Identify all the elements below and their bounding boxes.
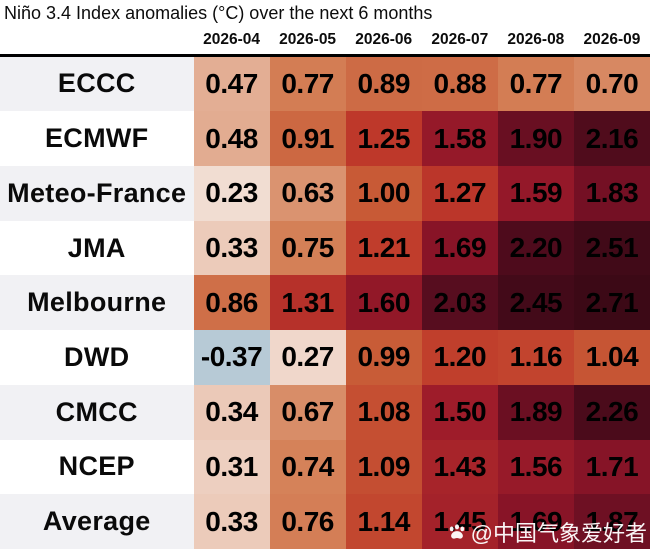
heatmap-cell-NCEP-2026-06: 1.09	[345, 439, 422, 495]
heatmap-cell-Melbourne-2026-09: 2.71	[573, 275, 650, 331]
heatmap-cell-Melbourne-2026-05: 1.31	[269, 275, 346, 331]
heatmap-cell-ECMWF-2026-06: 1.25	[345, 111, 422, 166]
header-divider	[0, 54, 650, 57]
heatmap-cell-JMA-2026-04: 0.33	[193, 220, 270, 276]
heatmap-cell-ECMWF-2026-05: 0.91	[269, 111, 346, 166]
heatmap-cell-DWD-2026-04: -0.37	[193, 330, 270, 385]
column-header-2026-05: 2026-05	[279, 31, 337, 48]
heatmap-row-CMCC: CMCC 0.34 0.67 1.08 1.50 1.89 2.26	[0, 384, 650, 440]
heatmap-cell-ECMWF-2026-04: 0.48	[193, 111, 270, 166]
heatmap-cell-Meteo-France-2026-07: 1.27	[421, 165, 498, 221]
heatmap-cell-DWD-2026-06: 0.99	[345, 330, 422, 385]
heatmap-cell-Meteo-France-2026-08: 1.59	[497, 165, 574, 221]
heatmap-cell-Meteo-France-2026-09: 1.83	[573, 165, 650, 221]
row-label-Meteo-France: Meteo-France	[0, 165, 194, 221]
heatmap-cell-Melbourne-2026-08: 2.45	[497, 275, 574, 331]
heatmap-cell-NCEP-2026-08: 1.56	[497, 439, 574, 495]
heatmap-cell-CMCC-2026-08: 1.89	[497, 384, 574, 440]
heatmap-row-NCEP: NCEP 0.31 0.74 1.09 1.43 1.56 1.71	[0, 439, 650, 495]
heatmap-cell-CMCC-2026-07: 1.50	[421, 384, 498, 440]
heatmap-cell-Average-2026-09: 1.87	[573, 494, 650, 549]
watermark: @中国气象爱好者	[446, 516, 647, 548]
heatmap-cell-JMA-2026-06: 1.21	[345, 220, 422, 276]
heatmap-cell-ECMWF-2026-08: 1.90	[497, 111, 574, 166]
heatmap-cell-NCEP-2026-04: 0.31	[193, 439, 270, 495]
heatmap-cell-Meteo-France-2026-06: 1.00	[345, 165, 422, 221]
heatmap-row-DWD: DWD -0.37 0.27 0.99 1.20 1.16 1.04	[0, 330, 650, 385]
heatmap-cell-ECCC-2026-06: 0.89	[345, 56, 422, 112]
heatmap-cell-CMCC-2026-04: 0.34	[193, 384, 270, 440]
heatmap-cell-DWD-2026-07: 1.20	[421, 330, 498, 385]
heatmap-cell-Average-2026-04: 0.33	[193, 494, 270, 549]
heatmap-cell-Melbourne-2026-07: 2.03	[421, 275, 498, 331]
heatmap-cell-DWD-2026-05: 0.27	[269, 330, 346, 385]
heatmap-cell-ECMWF-2026-09: 2.16	[573, 111, 650, 166]
column-header-2026-09: 2026-09	[583, 31, 641, 48]
heatmap-cell-JMA-2026-07: 1.69	[421, 220, 498, 276]
heatmap-row-ECCC: ECCC 0.47 0.77 0.89 0.88 0.77 0.70	[0, 56, 650, 112]
column-header-2026-06: 2026-06	[355, 31, 413, 48]
heatmap-row-Melbourne: Melbourne 0.86 1.31 1.60 2.03 2.45 2.71	[0, 275, 650, 331]
heatmap-cell-Meteo-France-2026-05: 0.63	[269, 165, 346, 221]
heatmap-cell-NCEP-2026-05: 0.74	[269, 439, 346, 495]
heatmap-cell-Average-2026-08: 1.69	[497, 494, 574, 549]
heatmap-grid: ECCC 0.47 0.77 0.89 0.88 0.77 0.70 ECMWF 0.48 0.9…	[0, 56, 650, 549]
heatmap-cell-ECCC-2026-09: 0.70	[573, 56, 650, 112]
heatmap-row-Meteo-France: Meteo-France 0.23 0.63 1.00 1.27 1.59 1.83	[0, 165, 650, 221]
row-label-ECCC: ECCC	[0, 56, 194, 112]
column-header-2026-04: 2026-04	[203, 31, 260, 48]
row-label-Average: Average	[0, 494, 194, 549]
heatmap-cell-NCEP-2026-07: 1.43	[421, 439, 498, 495]
heatmap-cell-Average-2026-05: 0.76	[269, 494, 346, 549]
heatmap-cell-CMCC-2026-09: 2.26	[573, 384, 650, 440]
row-label-Melbourne: Melbourne	[0, 275, 194, 331]
heatmap-cell-JMA-2026-09: 2.51	[573, 220, 650, 276]
heatmap-cell-ECCC-2026-04: 0.47	[193, 56, 270, 112]
heatmap-cell-NCEP-2026-09: 1.71	[573, 439, 650, 495]
row-label-CMCC: CMCC	[0, 384, 194, 440]
heatmap-cell-Average-2026-06: 1.14	[345, 494, 422, 549]
paw-icon	[449, 524, 464, 539]
chart-title: Niño 3.4 Index anomalies (°C) over the n…	[4, 3, 433, 23]
heatmap-cell-Melbourne-2026-06: 1.60	[345, 275, 422, 331]
heatmap-cell-DWD-2026-08: 1.16	[497, 330, 574, 385]
row-label-DWD: DWD	[0, 330, 194, 385]
column-header-2026-08: 2026-08	[507, 31, 565, 48]
row-label-ECMWF: ECMWF	[0, 111, 194, 166]
heatmap-cell-JMA-2026-08: 2.20	[497, 220, 574, 276]
row-label-NCEP: NCEP	[0, 439, 194, 495]
heatmap-row-Average: Average 0.33 0.76 1.14 1.45 1.69 1.87	[0, 494, 650, 549]
heatmap-cell-JMA-2026-05: 0.75	[269, 220, 346, 276]
heatmap-cell-ECMWF-2026-07: 1.58	[421, 111, 498, 166]
heatmap-cell-ECCC-2026-08: 0.77	[497, 56, 574, 112]
heatmap-cell-Melbourne-2026-04: 0.86	[193, 275, 270, 331]
heatmap-cell-CMCC-2026-06: 1.08	[345, 384, 422, 440]
column-header-2026-07: 2026-07	[431, 31, 489, 48]
heatmap-cell-DWD-2026-09: 1.04	[573, 330, 650, 385]
column-header-row: 2026-04 2026-05 2026-06 2026-07 2026-08 2026-…	[0, 28, 650, 52]
watermark-handle: @中国气象爱好者	[470, 521, 647, 546]
heatmap-cell-Meteo-France-2026-04: 0.23	[193, 165, 270, 221]
heatmap-row-ECMWF: ECMWF 0.48 0.91 1.25 1.58 1.90 2.16	[0, 111, 650, 166]
heatmap-row-JMA: JMA 0.33 0.75 1.21 1.69 2.20 2.51	[0, 220, 650, 276]
heatmap-cell-ECCC-2026-07: 0.88	[421, 56, 498, 112]
row-label-JMA: JMA	[0, 220, 194, 276]
heatmap-cell-CMCC-2026-05: 0.67	[269, 384, 346, 440]
heatmap-cell-ECCC-2026-05: 0.77	[269, 56, 346, 112]
heatmap-cell-Average-2026-07: 1.45	[421, 494, 498, 549]
